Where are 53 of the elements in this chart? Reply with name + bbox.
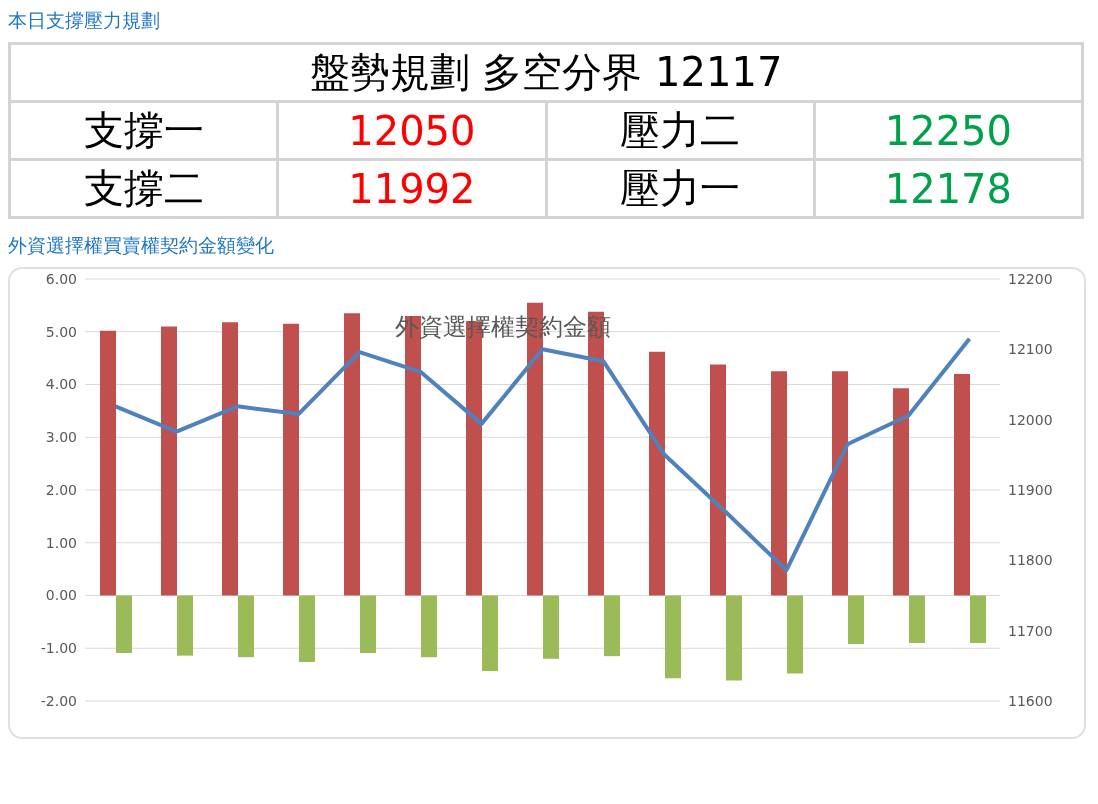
bar: [787, 595, 803, 674]
bar: [726, 595, 742, 681]
y2-tick-label: 11900: [1008, 481, 1053, 498]
text: 本日支撐壓力規劃: [8, 8, 161, 33]
bar: [116, 595, 132, 653]
bar: [954, 373, 970, 596]
y2-tick-label: 11700: [1008, 622, 1053, 639]
bar: [100, 330, 116, 596]
text: 盤勢規劃 多空分界 12117: [9, 43, 1083, 102]
y-tick-label: 4.00: [45, 376, 77, 393]
y-tick-label: 0.00: [45, 587, 77, 604]
text: 壓力二: [546, 101, 815, 160]
bar: [238, 595, 254, 658]
bar: [649, 351, 665, 596]
text: 11992: [277, 159, 546, 218]
y-tick-label: 3.00: [45, 429, 77, 446]
text: 12250: [814, 101, 1083, 160]
bar: [710, 364, 726, 596]
bar: [848, 595, 864, 645]
text: 12178: [814, 159, 1083, 218]
y-tick-label: 2.00: [45, 481, 77, 498]
bar: [482, 595, 498, 671]
bar: [299, 595, 315, 662]
chart-title: 外資選擇權買賣權契約金額變化: [8, 233, 275, 258]
bar: [909, 595, 925, 643]
bar: [177, 595, 193, 656]
bar: [771, 371, 787, 596]
y2-tick-label: 12200: [1008, 270, 1053, 287]
text: 12050: [277, 101, 546, 160]
y2-tick-label: 12100: [1008, 341, 1053, 358]
bar: [360, 595, 376, 653]
bar: [893, 388, 909, 596]
y-tick-label: -2.00: [40, 692, 77, 709]
bar: [543, 595, 559, 659]
bar: [604, 595, 620, 657]
y-tick-label: 1.00: [45, 534, 77, 551]
y2-tick-label: 11600: [1008, 692, 1053, 709]
y-tick-label: 5.00: [45, 323, 77, 340]
bar: [344, 313, 360, 596]
text: 支撐二: [9, 159, 278, 218]
bar: [832, 371, 848, 596]
y2-tick-label: 11800: [1008, 552, 1053, 569]
y2-tick-label: 12000: [1008, 411, 1053, 428]
bar: [665, 595, 681, 679]
bar: [421, 595, 437, 658]
bar: [283, 323, 299, 596]
text: 支撐一: [9, 101, 278, 160]
bar: [970, 595, 986, 643]
bar: [161, 326, 177, 596]
text: 壓力一: [546, 159, 815, 218]
y-tick-label: 6.00: [45, 270, 77, 287]
bar: [222, 322, 238, 596]
y-tick-label: -1.00: [40, 640, 77, 657]
